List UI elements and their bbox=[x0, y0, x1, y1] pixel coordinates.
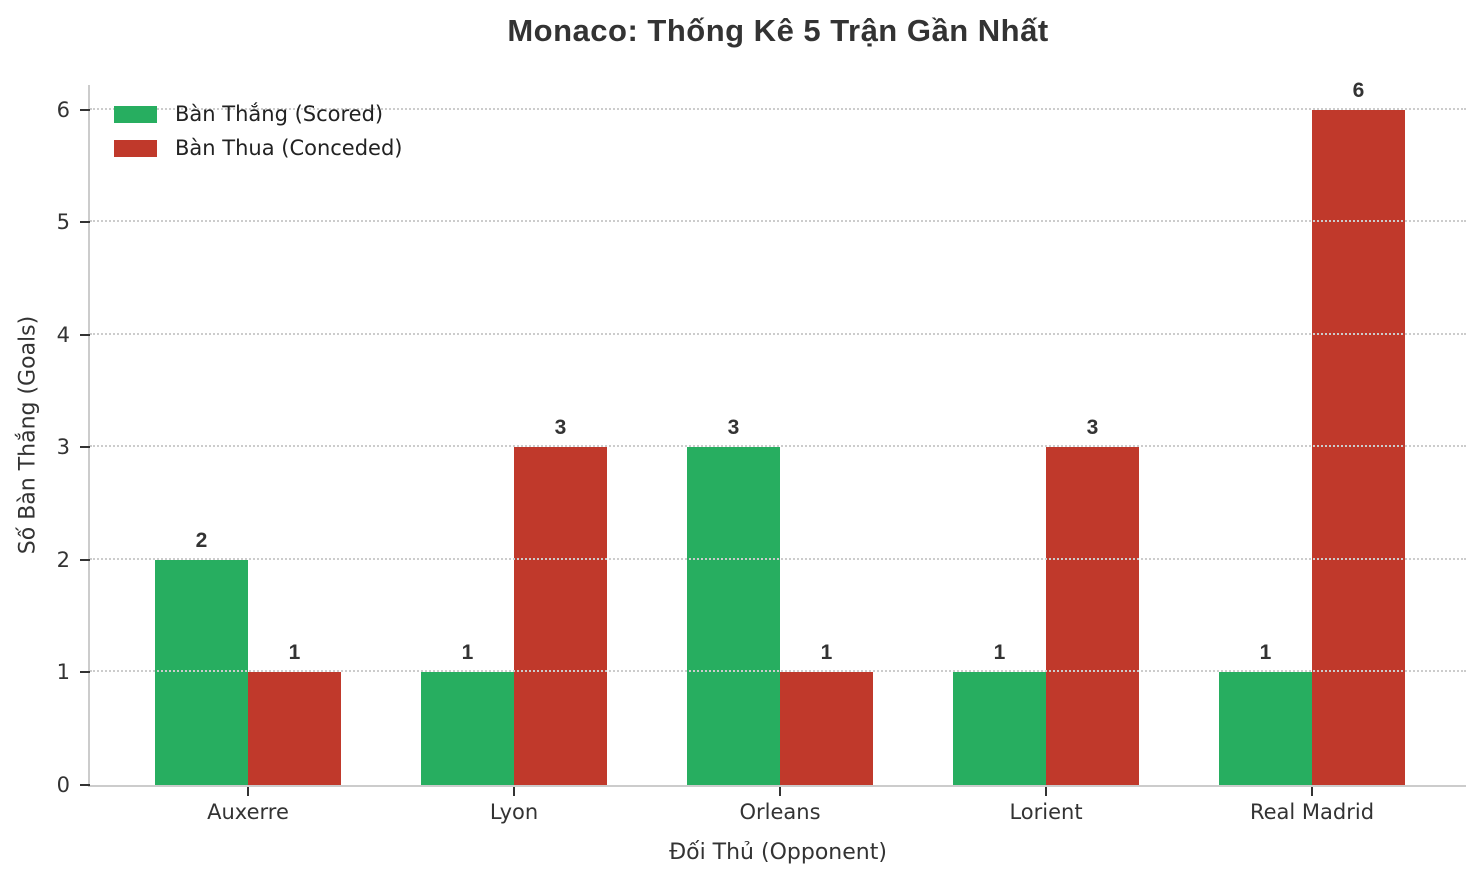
y-tick-label: 6 bbox=[56, 97, 70, 122]
bar-value-label: 3 bbox=[554, 416, 567, 440]
gridline bbox=[90, 220, 1466, 223]
x-tick-mark bbox=[1311, 787, 1313, 796]
x-axis-label: Đối Thủ (Opponent) bbox=[669, 840, 887, 865]
gridline bbox=[90, 557, 1466, 560]
y-tick-mark bbox=[80, 671, 90, 674]
bar-value-label: 1 bbox=[1259, 641, 1272, 665]
bar-value-label: 1 bbox=[993, 641, 1006, 665]
y-tick-mark bbox=[80, 221, 90, 224]
bar bbox=[780, 672, 873, 785]
x-axis: Auxerre Lyon Orleans Lorient Real Madrid bbox=[90, 785, 1466, 845]
y-tick-mark bbox=[80, 784, 90, 786]
legend: Bàn Thắng (Scored) Bàn Thua (Conceded) bbox=[114, 102, 403, 170]
bar bbox=[514, 447, 607, 785]
y-tick-mark bbox=[80, 446, 90, 449]
bar-value-label: 1 bbox=[461, 641, 474, 665]
gridline bbox=[90, 107, 1466, 110]
y-tick-mark bbox=[80, 558, 90, 561]
x-axis-spine bbox=[88, 785, 1466, 787]
gridline bbox=[90, 670, 1466, 673]
x-tick-label: Lyon bbox=[489, 800, 539, 824]
y-tick-mark bbox=[80, 108, 90, 111]
x-tick-label: Real Madrid bbox=[1249, 800, 1375, 824]
gridline bbox=[90, 445, 1466, 448]
bar bbox=[953, 672, 1046, 785]
bar bbox=[687, 447, 780, 785]
x-tick-mark bbox=[1045, 787, 1047, 796]
x-tick-mark bbox=[247, 787, 249, 796]
y-tick-label: 1 bbox=[56, 660, 70, 685]
legend-swatch bbox=[114, 105, 157, 123]
gridline bbox=[90, 332, 1466, 335]
x-tick-mark bbox=[779, 787, 781, 796]
chart-title: Monaco: Thống Kê 5 Trận Gần Nhất bbox=[507, 13, 1049, 48]
y-tick-label: 3 bbox=[56, 435, 70, 460]
y-tick-label: 5 bbox=[56, 210, 70, 235]
bar-value-label: 6 bbox=[1352, 78, 1365, 102]
bar bbox=[1219, 672, 1312, 785]
plot-area: Bàn Thắng (Scored) Bàn Thua (Conceded) 2 1… bbox=[88, 79, 1466, 787]
legend-item: Bàn Thắng (Scored) bbox=[114, 102, 403, 126]
bar-value-label: 2 bbox=[195, 528, 208, 552]
x-tick-mark bbox=[513, 787, 515, 796]
legend-label: Bàn Thắng (Scored) bbox=[175, 102, 384, 126]
y-axis: 0 1 2 3 4 5 6 bbox=[0, 85, 90, 797]
bar-value-label: 1 bbox=[820, 641, 833, 665]
x-tick-label: Orleans bbox=[739, 800, 821, 824]
bar-value-label: 3 bbox=[727, 416, 740, 440]
bar-value-label: 3 bbox=[1086, 416, 1099, 440]
bar-value-label: 1 bbox=[288, 641, 301, 665]
bar bbox=[421, 672, 514, 785]
y-tick-label: 2 bbox=[56, 547, 70, 572]
y-tick-label: 0 bbox=[56, 773, 70, 797]
y-tick-label: 4 bbox=[56, 322, 70, 347]
legend-item: Bàn Thua (Conceded) bbox=[114, 136, 403, 160]
bar bbox=[1046, 447, 1139, 785]
x-tick-label: Lorient bbox=[1009, 800, 1083, 824]
y-axis-spine bbox=[88, 85, 90, 787]
y-tick-mark bbox=[80, 333, 90, 336]
legend-swatch bbox=[114, 139, 157, 157]
x-tick-label: Auxerre bbox=[207, 800, 289, 824]
legend-label: Bàn Thua (Conceded) bbox=[175, 136, 403, 160]
bar bbox=[248, 672, 341, 785]
